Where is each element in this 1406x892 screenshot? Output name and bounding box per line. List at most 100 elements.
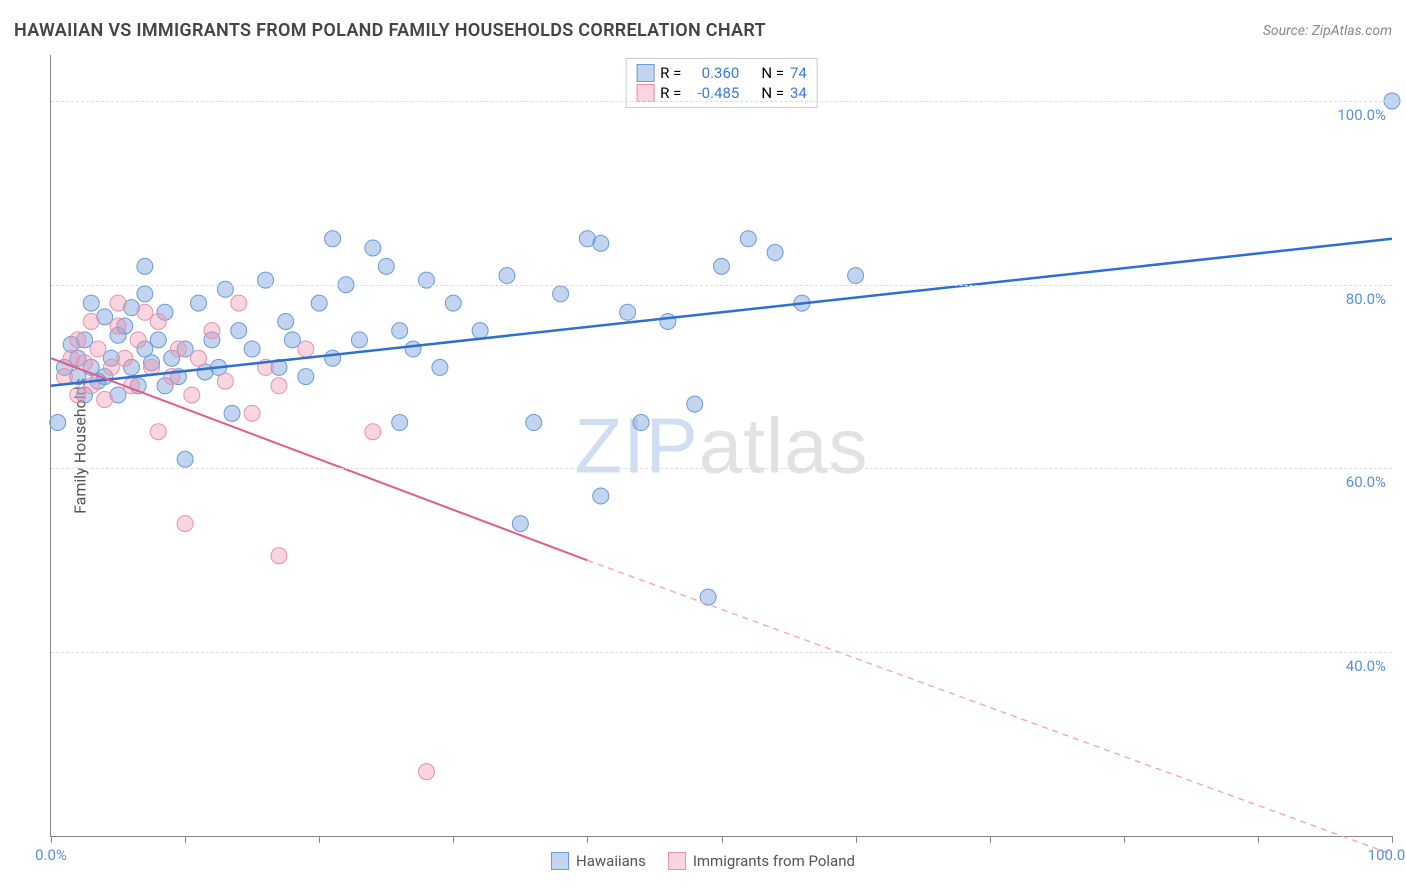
- chart-plot-area: ZIPatlas R = 0.360 N = 74 R = -0.485 N =…: [50, 55, 1392, 837]
- data-point: [633, 415, 649, 431]
- data-point: [660, 313, 676, 329]
- y-tick-label: 80.0%: [1346, 290, 1386, 308]
- legend-label-poland: Immigrants from Poland: [693, 852, 855, 870]
- n-value-poland: 34: [790, 84, 807, 102]
- y-tick-label: 100.0%: [1337, 106, 1386, 124]
- data-point: [150, 424, 166, 440]
- data-point: [150, 332, 166, 348]
- grid-line: [51, 468, 1392, 469]
- x-tick: [587, 836, 588, 843]
- r-value-poland: -0.485: [687, 84, 739, 102]
- n-label: N =: [761, 64, 784, 82]
- correlation-row-hawaiians: R = 0.360 N = 74: [636, 63, 807, 83]
- data-point: [70, 387, 86, 403]
- data-point: [740, 231, 756, 247]
- data-point: [244, 405, 260, 421]
- x-tick: [1124, 836, 1125, 843]
- chart-title: HAWAIIAN VS IMMIGRANTS FROM POLAND FAMIL…: [14, 20, 766, 41]
- data-point: [325, 350, 341, 366]
- data-point: [298, 369, 314, 385]
- data-point: [298, 341, 314, 357]
- y-tick-label: 60.0%: [1346, 473, 1386, 491]
- data-point: [593, 488, 609, 504]
- x-tick: [990, 836, 991, 843]
- legend-swatch-poland: [668, 852, 686, 870]
- chart-source: Source: ZipAtlas.com: [1263, 23, 1392, 39]
- legend-label-hawaiians: Hawaiians: [576, 852, 646, 870]
- series-legend: Hawaiians Immigrants from Poland: [551, 852, 855, 870]
- swatch-hawaiians: [636, 64, 654, 82]
- grid-line: [51, 101, 1392, 102]
- data-point: [499, 268, 515, 284]
- data-point: [284, 332, 300, 348]
- data-point: [177, 451, 193, 467]
- n-value-hawaiians: 74: [790, 64, 807, 82]
- data-point: [418, 272, 434, 288]
- r-label: R =: [660, 84, 681, 102]
- swatch-poland: [636, 84, 654, 102]
- legend-swatch-hawaiians: [551, 852, 569, 870]
- r-value-hawaiians: 0.360: [687, 64, 739, 82]
- x-tick: [856, 836, 857, 843]
- data-point: [103, 359, 119, 375]
- legend-item-poland: Immigrants from Poland: [668, 852, 855, 870]
- data-point: [231, 295, 247, 311]
- data-point: [137, 304, 153, 320]
- data-point: [526, 415, 542, 431]
- data-point: [392, 415, 408, 431]
- data-point: [325, 231, 341, 247]
- data-point: [767, 245, 783, 261]
- data-point: [620, 304, 636, 320]
- data-point: [271, 378, 287, 394]
- data-point: [97, 392, 113, 408]
- x-tick: [319, 836, 320, 843]
- data-point: [170, 341, 186, 357]
- x-tick: [453, 836, 454, 843]
- data-point: [244, 341, 260, 357]
- data-point: [217, 281, 233, 297]
- data-point: [110, 318, 126, 334]
- legend-item-hawaiians: Hawaiians: [551, 852, 646, 870]
- data-point: [378, 258, 394, 274]
- data-point: [50, 415, 66, 431]
- data-point: [90, 341, 106, 357]
- data-point: [231, 323, 247, 339]
- data-point: [56, 369, 72, 385]
- data-point: [258, 272, 274, 288]
- data-point: [117, 350, 133, 366]
- r-label: R =: [660, 64, 681, 82]
- x-tick-label: 0.0%: [35, 846, 67, 864]
- data-point: [150, 313, 166, 329]
- plot-svg: [51, 55, 1392, 836]
- n-label: N =: [761, 84, 784, 102]
- data-point: [217, 373, 233, 389]
- data-point: [848, 268, 864, 284]
- chart-header: HAWAIIAN VS IMMIGRANTS FROM POLAND FAMIL…: [14, 20, 1392, 41]
- data-point: [204, 323, 220, 339]
- x-tick: [1258, 836, 1259, 843]
- data-point: [365, 240, 381, 256]
- data-point: [184, 387, 200, 403]
- x-tick: [51, 836, 52, 843]
- data-point: [365, 424, 381, 440]
- x-tick-label: 100.0%: [1368, 846, 1406, 864]
- chart-container: HAWAIIAN VS IMMIGRANTS FROM POLAND FAMIL…: [0, 0, 1406, 892]
- data-point: [512, 516, 528, 532]
- data-point: [191, 350, 207, 366]
- data-point: [83, 313, 99, 329]
- x-tick: [185, 836, 186, 843]
- y-tick-label: 40.0%: [1346, 657, 1386, 675]
- data-point: [191, 295, 207, 311]
- data-point: [392, 323, 408, 339]
- data-point: [130, 332, 146, 348]
- data-point: [714, 258, 730, 274]
- data-point: [110, 295, 126, 311]
- data-point: [278, 313, 294, 329]
- data-point: [311, 295, 327, 311]
- data-point: [224, 405, 240, 421]
- data-point: [271, 548, 287, 564]
- data-point: [445, 295, 461, 311]
- grid-line: [51, 285, 1392, 286]
- trend-line: [51, 358, 587, 560]
- data-point: [472, 323, 488, 339]
